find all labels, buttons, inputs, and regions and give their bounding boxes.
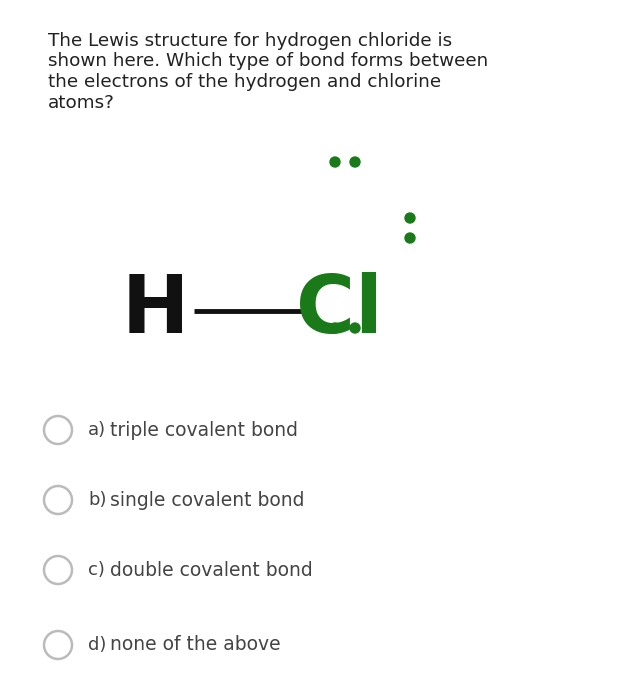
Text: none of the above: none of the above bbox=[110, 636, 281, 654]
Circle shape bbox=[330, 157, 340, 167]
Text: The Lewis structure for hydrogen chloride is
shown here. Which type of bond form: The Lewis structure for hydrogen chlorid… bbox=[48, 32, 488, 112]
Text: H: H bbox=[122, 272, 189, 351]
Text: d): d) bbox=[88, 636, 107, 654]
Circle shape bbox=[330, 323, 340, 333]
Text: b): b) bbox=[88, 491, 107, 509]
Text: Cl: Cl bbox=[297, 272, 383, 351]
Circle shape bbox=[350, 157, 360, 167]
Circle shape bbox=[405, 213, 415, 223]
Text: double covalent bond: double covalent bond bbox=[110, 561, 313, 580]
Text: triple covalent bond: triple covalent bond bbox=[110, 421, 298, 440]
Text: a): a) bbox=[88, 421, 106, 439]
Circle shape bbox=[405, 233, 415, 243]
Text: c): c) bbox=[88, 561, 105, 579]
Text: single covalent bond: single covalent bond bbox=[110, 491, 305, 510]
Circle shape bbox=[350, 323, 360, 333]
